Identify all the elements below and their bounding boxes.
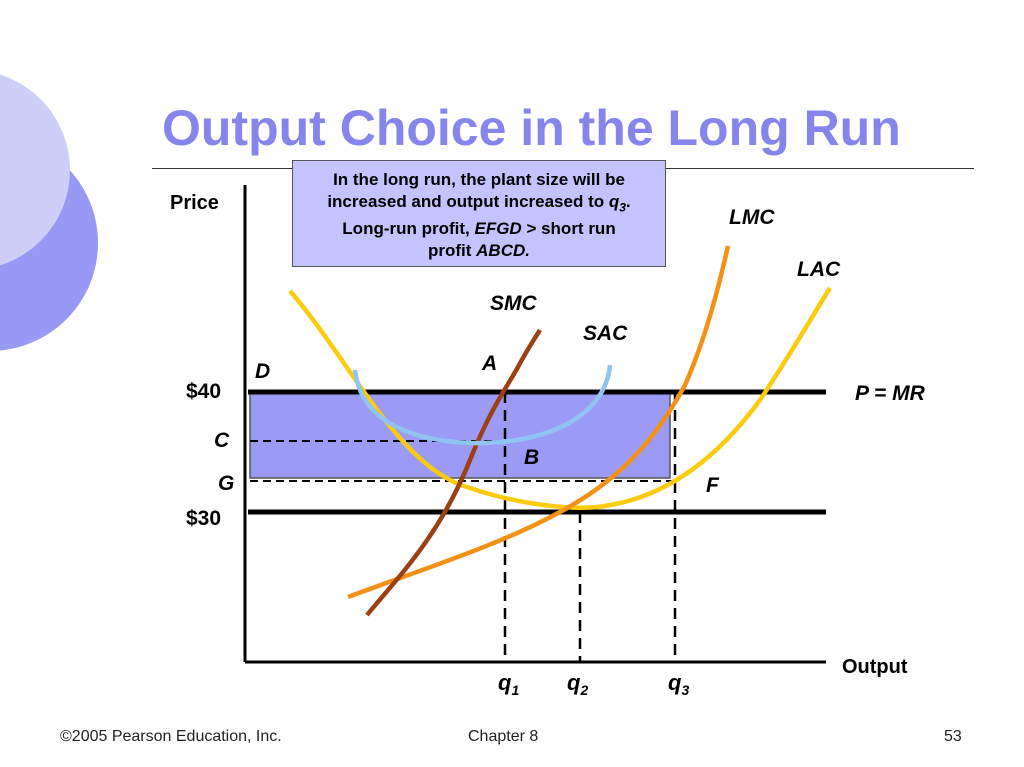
footer-copyright: ©2005 Pearson Education, Inc. <box>60 728 282 745</box>
curve-label-lac: LAC <box>797 258 841 281</box>
point-label-g: G <box>218 472 234 495</box>
point-label-c: C <box>214 429 230 452</box>
point-label-f: F <box>706 474 720 497</box>
sac-curve <box>352 364 613 446</box>
curve-label-lmc: LMC <box>729 206 775 229</box>
callout-box: In the long run, the plant size will be … <box>292 160 666 267</box>
lmc-curve <box>347 245 731 600</box>
price-label-40: $40 <box>186 380 221 403</box>
quantity-label-q2: q2 <box>567 670 588 698</box>
point-label-b: B <box>524 446 539 469</box>
footer-chapter: Chapter 8 <box>468 728 539 745</box>
slide-title: Output Choice in the Long Run <box>162 100 901 156</box>
curve-label-smc: SMC <box>490 292 538 315</box>
x-axis-label: Output <box>842 656 908 678</box>
quantity-label-q3: q3 <box>668 670 689 698</box>
profit-rectangle <box>249 391 671 479</box>
y-axis-label: Price <box>170 192 219 214</box>
point-label-d: D <box>255 360 270 383</box>
price-label-30: $30 <box>186 507 221 530</box>
callout-line-3: Long-run profit, EFGD > short run <box>342 219 616 239</box>
callout-line-2: increased and output increased to q3. <box>327 192 631 215</box>
curve-label-sac: SAC <box>583 322 628 345</box>
quantity-label-q1: q1 <box>498 670 519 698</box>
curve-label-pmr: P = MR <box>855 382 926 405</box>
point-label-a: A <box>481 352 497 375</box>
decorative-circle-light <box>0 74 70 266</box>
callout-line-4: profit ABCD. <box>428 241 530 261</box>
callout-line-1: In the long run, the plant size will be <box>333 170 625 189</box>
footer-page-number: 53 <box>944 728 962 745</box>
smc-curve <box>365 328 542 617</box>
